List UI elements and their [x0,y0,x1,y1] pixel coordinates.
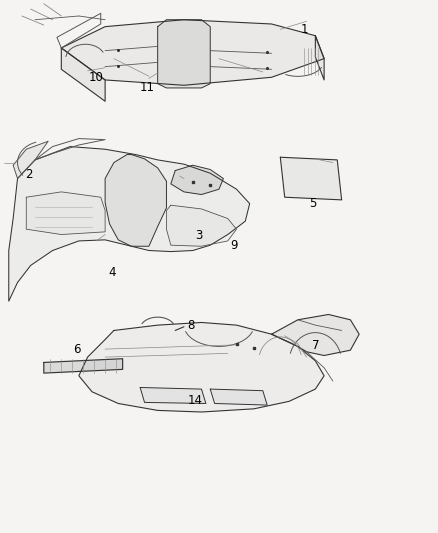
Text: 10: 10 [89,71,104,84]
Polygon shape [61,48,105,101]
Polygon shape [166,205,237,246]
Text: 4: 4 [108,266,116,279]
Polygon shape [105,155,166,246]
Polygon shape [158,20,210,88]
Polygon shape [26,192,105,235]
Text: 6: 6 [73,343,81,356]
Text: 1: 1 [300,23,308,36]
Polygon shape [315,36,324,80]
Polygon shape [280,157,342,200]
Text: 7: 7 [311,339,319,352]
Polygon shape [140,387,206,403]
Polygon shape [210,389,267,405]
Polygon shape [79,322,324,412]
Text: 14: 14 [187,394,202,407]
Text: 5: 5 [310,197,317,210]
Polygon shape [13,141,48,179]
Polygon shape [272,314,359,356]
Text: 11: 11 [139,81,154,94]
Polygon shape [9,147,250,301]
Text: 3: 3 [196,229,203,242]
Text: 9: 9 [230,239,238,252]
Text: 2: 2 [25,168,32,181]
Text: 8: 8 [187,319,194,332]
Polygon shape [171,165,223,195]
Polygon shape [61,20,324,85]
Polygon shape [44,359,123,373]
